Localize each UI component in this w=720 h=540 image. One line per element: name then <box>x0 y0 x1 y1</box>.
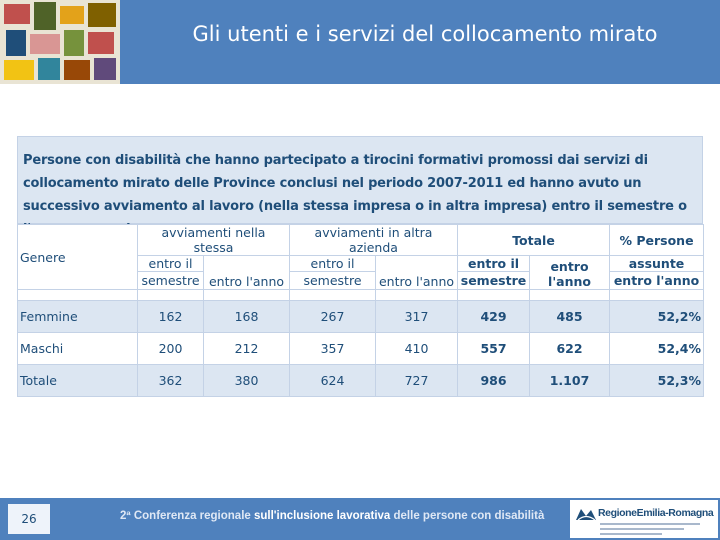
slide-header: Gli utenti e i servizi del collocamento … <box>0 0 720 84</box>
cell-stessa-semestre: 162 <box>137 300 204 333</box>
cell-stessa-semestre: 362 <box>137 364 204 397</box>
sub-altra-entro: entro il <box>289 255 376 272</box>
data-panel: Persone con disabilità che hanno parteci… <box>17 136 705 397</box>
col-pct-line2: assunte <box>609 255 705 272</box>
logo-subtitle-line <box>600 528 684 530</box>
cell-altra-anno: 410 <box>375 332 458 365</box>
header-row-1: Genere avviamenti nella stessa avviament… <box>17 224 705 290</box>
cell-altra-semestre: 267 <box>289 300 376 333</box>
header-row-2: entro il entro l'anno entro il entro l'a… <box>18 255 705 290</box>
cell-altra-semestre: 357 <box>289 332 376 365</box>
cell-totale-anno: 485 <box>528 300 611 333</box>
group-totale: Totale <box>456 224 611 256</box>
regione-emblem-icon <box>576 509 596 521</box>
slide-title: Gli utenti e i servizi del collocamento … <box>192 22 658 46</box>
cell-pct: 52,4% <box>609 332 705 365</box>
cell-stessa-anno: 168 <box>203 300 290 333</box>
regione-logo: RegioneEmilia-Romagna <box>570 500 718 538</box>
cell-pct: 52,3% <box>609 364 705 397</box>
cell-altra-semestre: 624 <box>289 364 376 397</box>
regione-logo-name: RegioneEmilia-Romagna <box>598 507 714 519</box>
cell-totale-semestre: 557 <box>457 332 530 365</box>
sub-altra-anno: entro l'anno <box>375 255 458 290</box>
table-row: Femmine 162 168 267 317 429 485 52,2% <box>17 300 705 333</box>
conference-highlight: sull'inclusione lavorativa <box>254 510 391 522</box>
conference-prefix: 2ª Conferenza regionale <box>120 510 251 522</box>
sub-totale-semestre: semestre <box>457 271 530 290</box>
cell-totale-semestre: 429 <box>457 300 530 333</box>
spacer-row <box>17 289 705 301</box>
conference-title: 2ª Conferenza regionale sull'inclusione … <box>120 510 544 522</box>
cell-genere: Totale <box>17 364 138 397</box>
sub-altra-semestre: semestre <box>289 271 376 290</box>
cell-altra-anno: 727 <box>375 364 458 397</box>
cell-genere: Maschi <box>17 332 138 365</box>
group-stessa: avviamenti nella stessa <box>137 224 290 256</box>
cell-pct: 52,2% <box>609 300 705 333</box>
header-row-3: semestre semestre semestre entro l'anno <box>18 271 705 290</box>
cell-stessa-semestre: 200 <box>137 332 204 365</box>
table-intro: Persone con disabilità che hanno parteci… <box>17 136 703 237</box>
cell-altra-anno: 317 <box>375 300 458 333</box>
slide-footer: 26 2ª Conferenza regionale sull'inclusio… <box>0 498 720 540</box>
col-pct-line1: % Persone <box>609 224 705 256</box>
sub-totale-anno: entro l'anno <box>528 255 611 290</box>
cell-stessa-anno: 212 <box>203 332 290 365</box>
col-genere: Genere <box>17 224 138 290</box>
sub-stessa-entro: entro il <box>137 255 204 272</box>
col-pct-line3: entro l'anno <box>609 271 705 290</box>
cell-genere: Femmine <box>17 300 138 333</box>
cell-totale-anno: 622 <box>528 332 611 365</box>
data-table: Genere avviamenti nella stessa avviament… <box>17 224 705 397</box>
header-illustration <box>0 0 120 84</box>
sub-totale-entro: entro il <box>457 255 530 272</box>
table-row: Maschi 200 212 357 410 557 622 52,4% <box>17 332 705 365</box>
page-number: 26 <box>8 504 50 534</box>
cell-totale-anno: 1.107 <box>528 364 611 397</box>
logo-subtitle-line <box>600 533 662 535</box>
conference-suffix: delle persone con disabilità <box>393 510 545 522</box>
sub-stessa-anno: entro l'anno <box>203 255 290 290</box>
table-row: Totale 362 380 624 727 986 1.107 52,3% <box>17 364 705 397</box>
sub-stessa-semestre: semestre <box>137 271 204 290</box>
cell-totale-semestre: 986 <box>457 364 530 397</box>
group-altra: avviamenti in altra azienda <box>289 224 458 256</box>
cell-stessa-anno: 380 <box>203 364 290 397</box>
logo-subtitle-line <box>600 523 700 525</box>
